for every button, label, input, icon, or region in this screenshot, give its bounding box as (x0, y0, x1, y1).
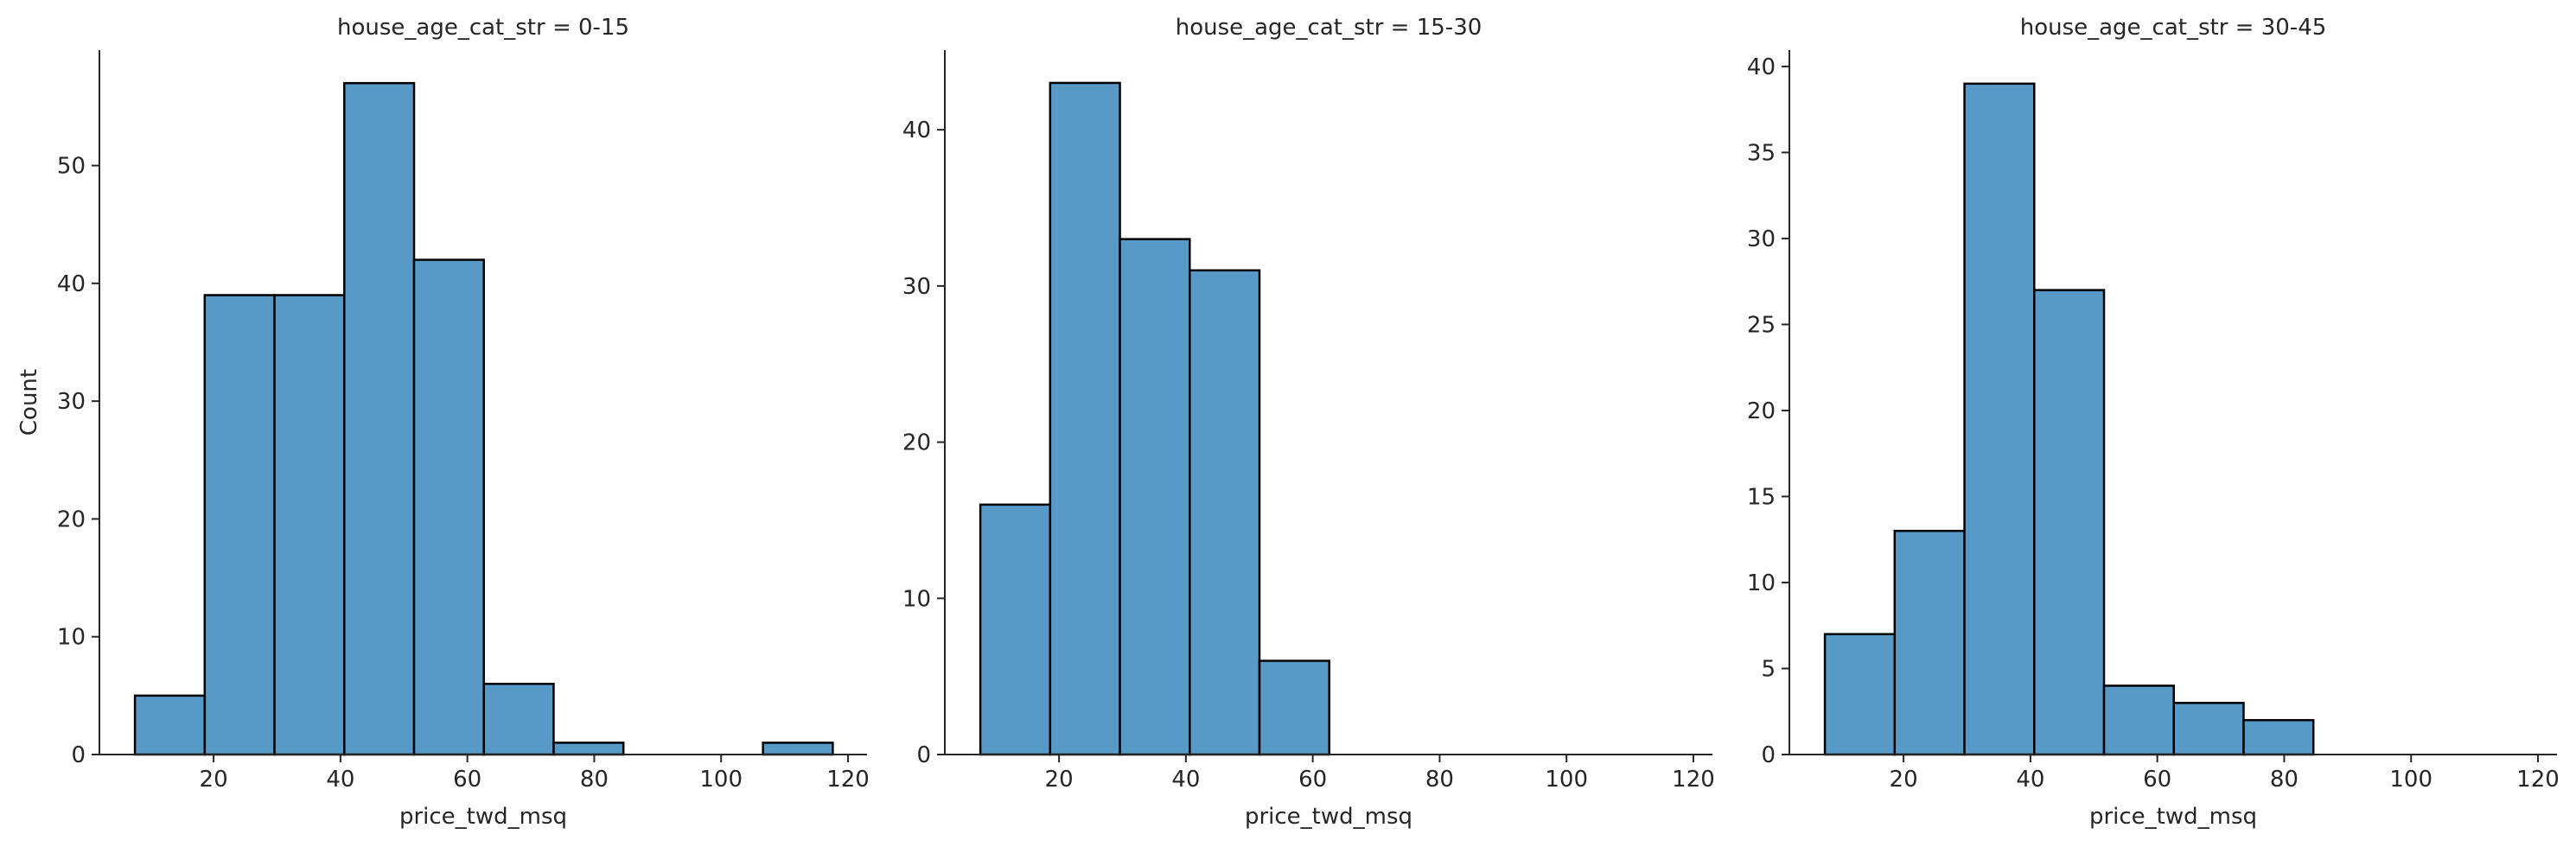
x-axis-label: price_twd_msq (1245, 804, 1412, 830)
histogram-bar (1823, 633, 1897, 756)
y-tick-label: 10 (1747, 570, 1776, 596)
histogram-bar (343, 81, 416, 756)
panel-title: house_age_cat_str = 15-30 (1176, 15, 1482, 41)
histogram-bar (1258, 659, 1330, 756)
histogram-bar (2242, 718, 2315, 756)
histogram-bar (2102, 685, 2175, 756)
histogram-bar (482, 682, 555, 756)
y-tick-label: 25 (1747, 312, 1776, 338)
x-tick-label: 60 (453, 767, 481, 793)
histogram-bar (1893, 530, 1966, 756)
panel-2: 20 40 60 80 100 120 0 10 20 30 40 house_age_cat_str… (902, 15, 1715, 830)
y-tick-label: 50 (57, 154, 86, 180)
x-tick-label: 100 (2389, 767, 2433, 793)
histogram-bar (1963, 82, 2036, 756)
x-tick-label: 80 (2270, 767, 2299, 793)
y-tick-label: 30 (1747, 226, 1776, 252)
histogram-bar (2172, 702, 2245, 756)
x-tick-label: 20 (1045, 767, 1074, 793)
panel-title: house_age_cat_str = 30-45 (2020, 15, 2327, 41)
x-tick-label: 120 (826, 767, 870, 793)
y-tick-label: 10 (57, 625, 86, 651)
y-tick-label: 5 (1761, 656, 1776, 682)
histogram-bar (1189, 269, 1261, 756)
panel-title: house_age_cat_str = 0-15 (337, 15, 629, 41)
y-tick-label: 20 (1747, 398, 1776, 424)
y-tick-label: 40 (57, 271, 86, 297)
x-tick-label: 80 (1425, 767, 1454, 793)
y-tick-label: 15 (1747, 484, 1776, 510)
x-tick-label: 100 (699, 767, 743, 793)
x-axis-label: price_twd_msq (399, 804, 567, 830)
histogram-bar (133, 694, 207, 756)
histogram-bar (412, 258, 485, 756)
y-tick-label: 30 (57, 389, 86, 415)
y-tick-label: 10 (902, 586, 931, 612)
histogram-bar (1119, 238, 1191, 756)
x-tick-label: 120 (1672, 767, 1715, 793)
y-tick-label: 20 (57, 506, 86, 532)
y-tick-label: 0 (916, 742, 931, 768)
x-axis-label: price_twd_msq (2089, 804, 2257, 830)
x-tick-label: 20 (200, 767, 228, 793)
y-tick-label: 40 (1747, 54, 1776, 80)
histogram-bar (979, 503, 1052, 756)
histogram-bar (1049, 81, 1121, 756)
panel-3: 20 40 60 80 100 120 0 5 10 15 20 25 30 35 40 house_age_… (1747, 15, 2560, 830)
y-tick-label: 0 (1761, 742, 1776, 768)
y-axis-label: Count (16, 369, 42, 436)
x-tick-label: 20 (1890, 767, 1918, 793)
y-tick-label: 30 (902, 274, 931, 300)
y-tick-label: 20 (902, 430, 931, 456)
histogram-bar (203, 294, 276, 756)
histogram-bar (762, 742, 834, 756)
x-tick-label: 40 (2016, 767, 2044, 793)
histogram-bar (2033, 289, 2106, 756)
x-tick-label: 120 (2516, 767, 2560, 793)
histogram-bar (273, 294, 346, 756)
x-tick-label: 40 (1171, 767, 1200, 793)
y-tick-label: 0 (71, 742, 86, 768)
histogram-bar (552, 742, 625, 756)
x-tick-label: 60 (2143, 767, 2171, 793)
y-tick-label: 40 (902, 118, 931, 143)
x-tick-label: 80 (580, 767, 609, 793)
x-tick-label: 100 (1545, 767, 1588, 793)
x-tick-label: 60 (1298, 767, 1327, 793)
x-tick-label: 40 (326, 767, 354, 793)
panel-1: 20 40 60 80 100 120 0 10 20 30 40 50 house_age_cat_s… (16, 15, 870, 830)
y-tick-label: 35 (1747, 140, 1776, 166)
